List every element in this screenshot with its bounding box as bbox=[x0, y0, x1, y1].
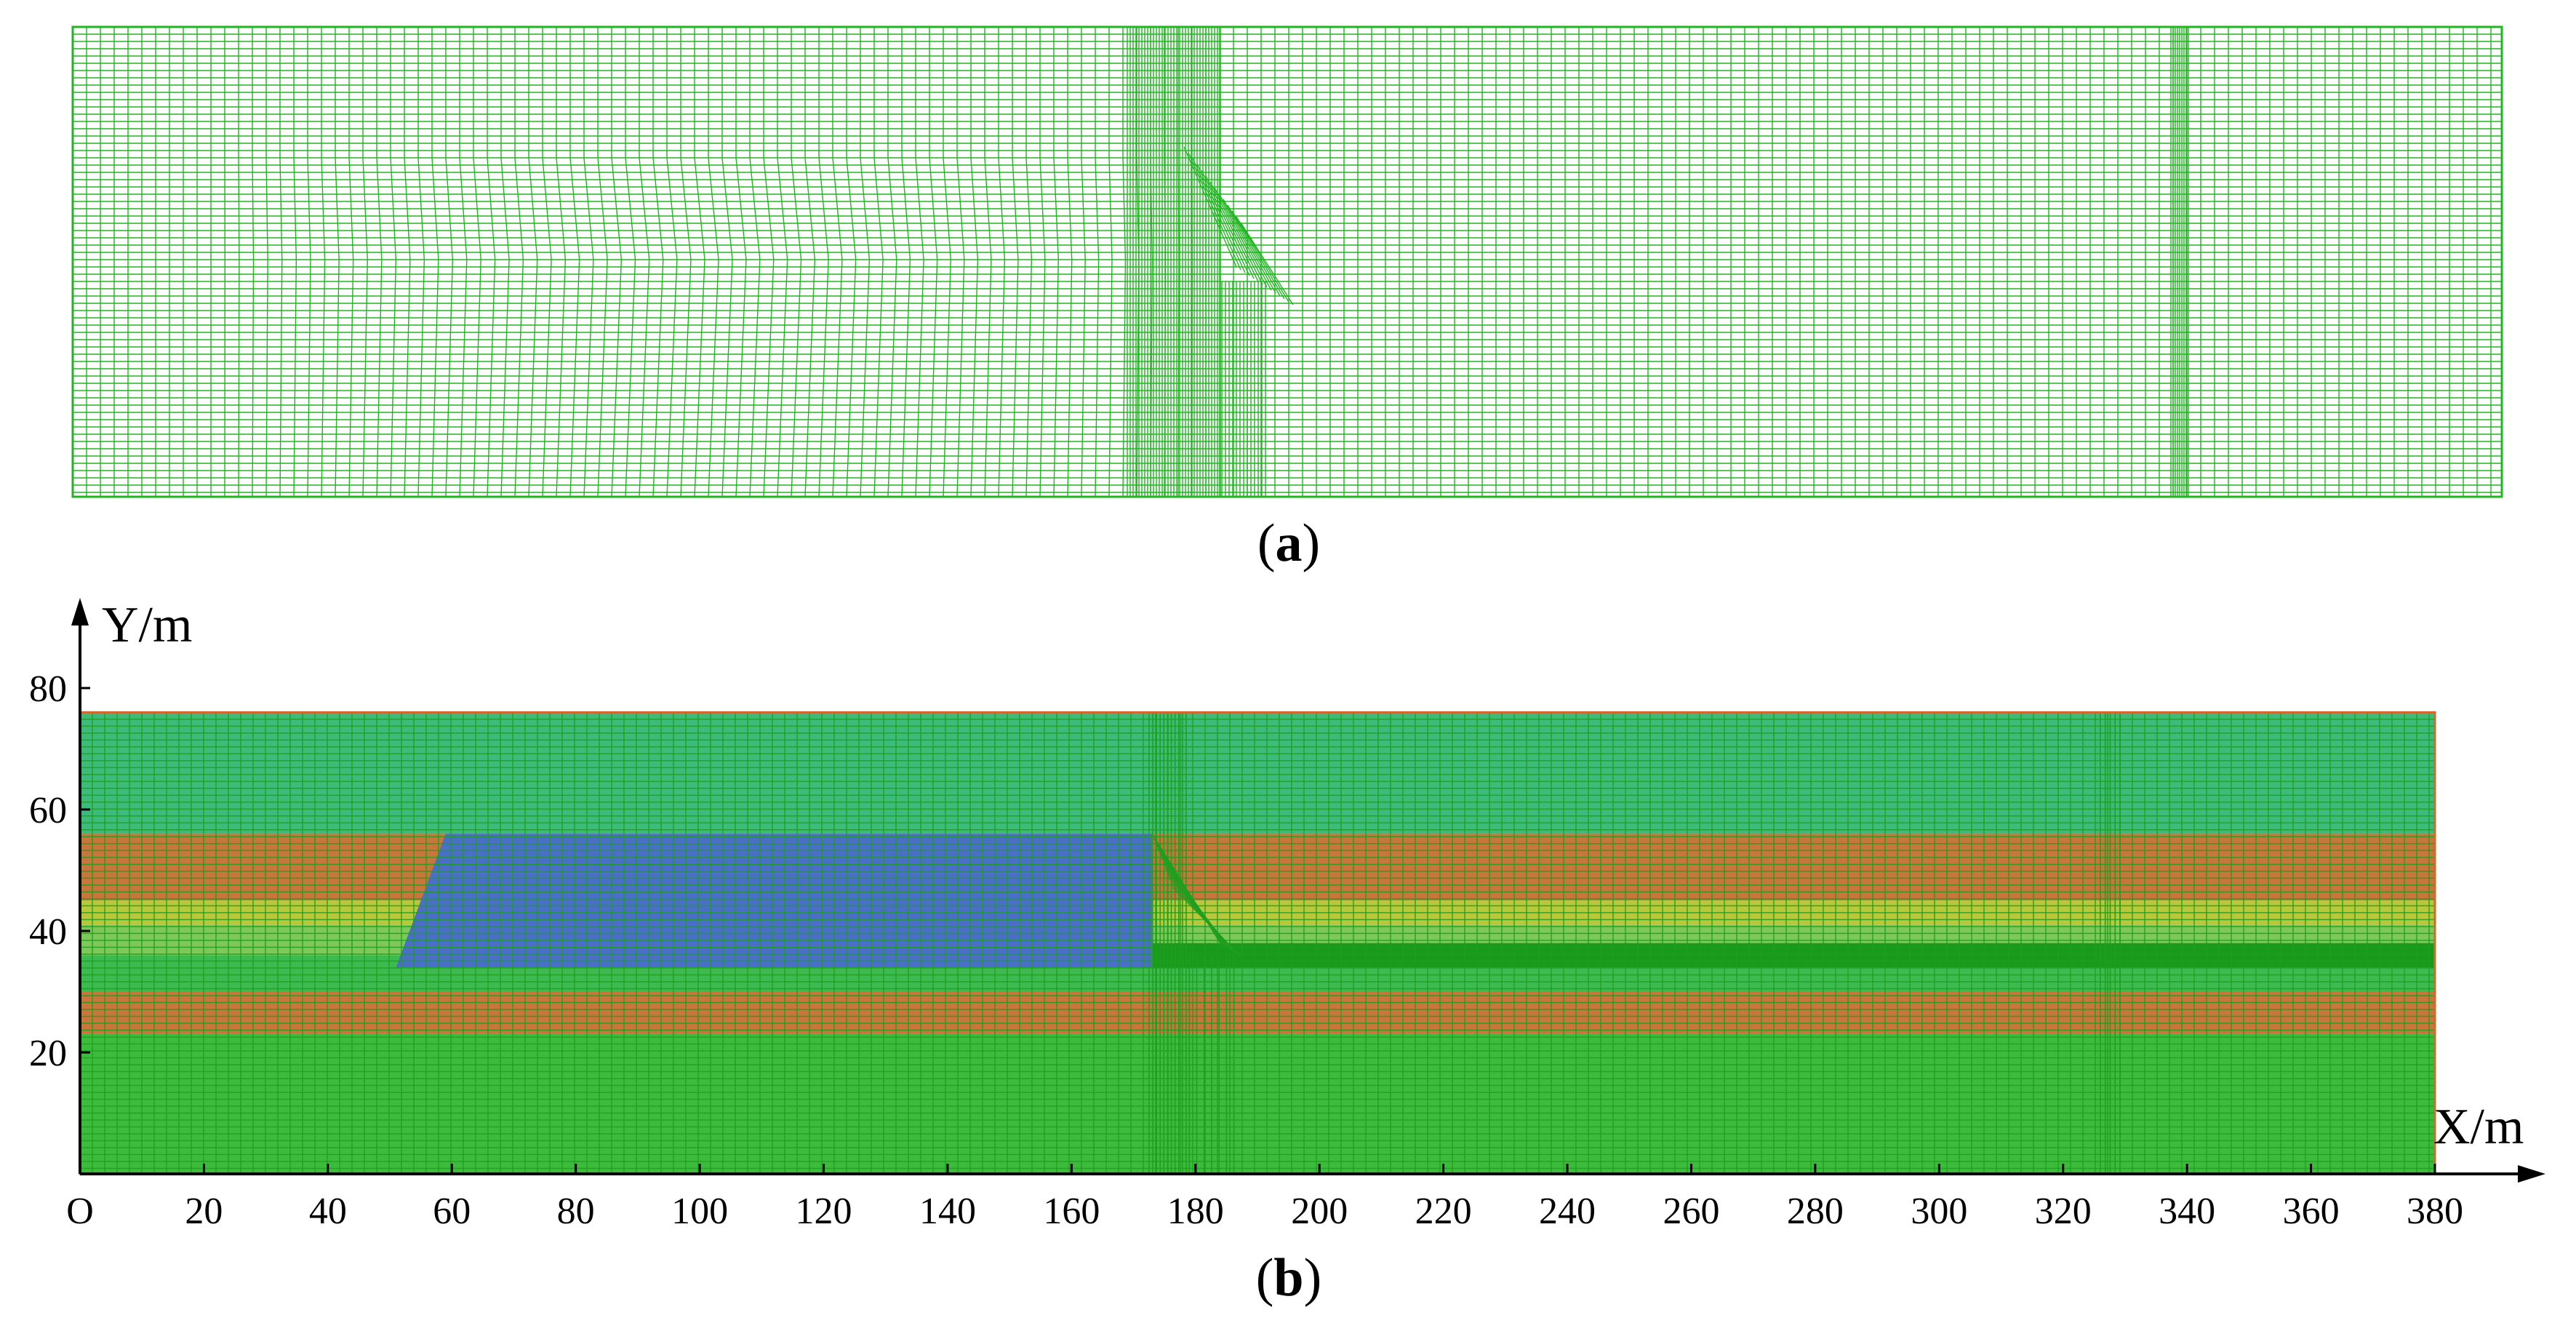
x-tick-label: 60 bbox=[433, 1191, 471, 1232]
x-tick-label: 280 bbox=[1787, 1191, 1844, 1232]
mesh-a-transition-lines bbox=[1183, 146, 1294, 305]
x-tick-label: 320 bbox=[2035, 1191, 2092, 1232]
x-tick-label: 100 bbox=[671, 1191, 728, 1232]
y-tick-label: 20 bbox=[29, 1033, 67, 1074]
x-tick-label: 20 bbox=[185, 1191, 223, 1232]
y-tick-label: 40 bbox=[29, 911, 67, 953]
x-tick-label: 220 bbox=[1415, 1191, 1472, 1232]
x-tick-label: 160 bbox=[1043, 1191, 1100, 1232]
stratum-layer-6 bbox=[80, 991, 2435, 1034]
x-tick-label: 300 bbox=[1911, 1191, 1967, 1232]
x-tick-label: 140 bbox=[919, 1191, 976, 1232]
excavated-zone bbox=[396, 834, 1153, 968]
x-tick-label: 380 bbox=[2407, 1191, 2463, 1232]
mesh-a-vertical-lines bbox=[72, 27, 2492, 497]
origin-label: O bbox=[66, 1191, 94, 1232]
panel-b-chart: 20 40 60 80 100 120 140 160 180 200 220 240 260 280 30… bbox=[29, 597, 2545, 1232]
mesh-a-horizontal-lines bbox=[73, 26, 2502, 493]
x-tick-label: 180 bbox=[1167, 1191, 1224, 1232]
panel-a-caption-letter: a bbox=[1275, 513, 1303, 573]
y-tick-label: 60 bbox=[29, 790, 67, 831]
mesh-b-refinement-zones bbox=[1148, 712, 2121, 1174]
x-tick-label: 120 bbox=[796, 1191, 852, 1232]
x-tick-label: 360 bbox=[2283, 1191, 2340, 1232]
x-tick-label: 340 bbox=[2159, 1191, 2215, 1232]
panel-b-caption-letter: b bbox=[1273, 1248, 1304, 1308]
y-axis-arrow bbox=[71, 598, 89, 625]
mesh-a-refinement-zones bbox=[1127, 27, 2189, 497]
x-axis-label: X/m bbox=[2433, 1099, 2524, 1155]
mesh-a-border bbox=[71, 25, 2503, 498]
mesh-b-transition-lines bbox=[1151, 834, 1241, 957]
stratum-layer-7 bbox=[80, 1034, 2435, 1174]
x-axis-arrow bbox=[2518, 1165, 2545, 1183]
x-tick-label: 200 bbox=[1291, 1191, 1348, 1232]
x-tick-label: 240 bbox=[1539, 1191, 1596, 1232]
x-tick-label: 40 bbox=[309, 1191, 347, 1232]
panel-a-mesh bbox=[71, 25, 2503, 498]
panel-a-caption: (a) bbox=[1257, 513, 1321, 573]
panel-b-caption: (b) bbox=[1255, 1248, 1322, 1308]
y-axis-label: Y/m bbox=[102, 597, 192, 653]
x-tick-label: 260 bbox=[1663, 1191, 1719, 1232]
x-tick-label: 80 bbox=[557, 1191, 595, 1232]
y-tick-label: 80 bbox=[29, 668, 67, 710]
